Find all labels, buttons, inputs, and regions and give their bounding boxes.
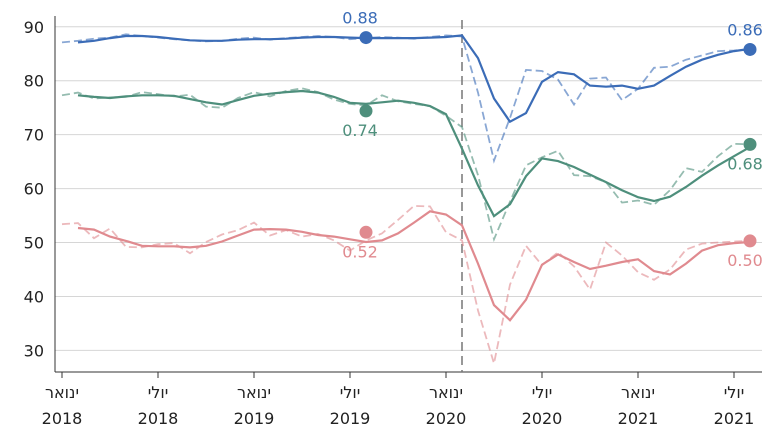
series-0-marker-label: 0.88	[342, 9, 378, 28]
series-1-end-label: 0.68	[727, 154, 763, 173]
series-0-end-point	[743, 42, 757, 56]
series-group	[61, 33, 751, 364]
y-tick-label: 80	[24, 72, 44, 91]
series-1-marker-label: 0.74	[342, 121, 378, 140]
series-0-smoothed-line	[77, 34, 751, 124]
x-tick-year: 2018	[42, 409, 83, 428]
x-tick-month: ינואר	[45, 383, 79, 402]
series-1-marker-point	[359, 104, 373, 118]
series-2-smoothed-line	[77, 210, 751, 322]
y-tick-label: 60	[24, 180, 44, 199]
y-tick-label: 30	[24, 341, 44, 360]
x-tick-year: 2020	[522, 409, 563, 428]
axes: 30 40 50 60 70 80 90 ינואר 2018 יולי 2018 ינואר 2019…	[24, 16, 762, 428]
x-tick-year: 2021	[618, 409, 659, 428]
series-2-raw-line	[61, 204, 751, 364]
x-tick-month: יולי	[532, 383, 553, 402]
series-1-raw-line	[61, 87, 751, 243]
series-1-end-point	[743, 137, 757, 151]
series-0-raw-line	[61, 33, 751, 164]
y-tick-label: 40	[24, 287, 44, 306]
y-tick-label: 50	[24, 234, 44, 253]
series-2-end-point	[743, 234, 757, 248]
x-tick-year: 2021	[714, 409, 755, 428]
x-tick-year: 2019	[234, 409, 275, 428]
x-tick-year: 2018	[138, 409, 179, 428]
series-0-marker-point	[359, 31, 373, 45]
y-tick-label: 70	[24, 126, 44, 145]
series-2-end-label: 0.50	[727, 251, 763, 270]
y-tick-label: 90	[24, 18, 44, 37]
x-tick-month: יולי	[724, 383, 745, 402]
grid	[55, 26, 762, 351]
series-1-smoothed-line	[77, 89, 751, 218]
x-tick-month: יולי	[340, 383, 361, 402]
x-tick-month: ינואר	[429, 383, 463, 402]
series-2-marker-label: 0.52	[342, 242, 378, 261]
x-tick-month: ינואר	[237, 383, 271, 402]
x-tick-month: יולי	[148, 383, 169, 402]
annotations: 0.88 0.86 0.74 0.68 0.52 0.50	[342, 9, 763, 270]
x-tick-year: 2019	[330, 409, 371, 428]
series-2-marker-point	[359, 225, 373, 239]
x-tick-month: ינואר	[621, 383, 655, 402]
x-tick-year: 2020	[426, 409, 467, 428]
series-0-end-label: 0.86	[727, 20, 763, 39]
